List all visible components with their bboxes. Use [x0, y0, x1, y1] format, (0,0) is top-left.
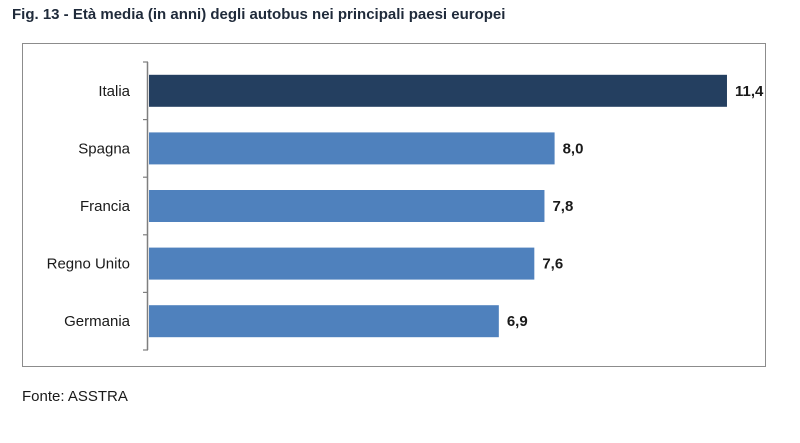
figure-title: Fig. 13 - Età media (in anni) degli auto…	[12, 6, 506, 23]
category-label-spagna: Spagna	[78, 140, 130, 157]
value-label-germania: 6,9	[507, 313, 528, 330]
value-label-regno-unito: 7,6	[542, 256, 563, 273]
category-label-italia: Italia	[98, 83, 130, 100]
bars-layer: Italia 11,4 Spagna 8,0 Francia 7,8 Regno Unito…	[47, 61, 764, 351]
category-label-regno-unito: Regno Unito	[47, 256, 130, 273]
value-label-spagna: 8,0	[563, 140, 584, 157]
category-label-francia: Francia	[80, 198, 131, 215]
category-label-germania: Germania	[64, 313, 131, 330]
value-label-italia: 11,4	[735, 83, 764, 100]
source-note: Fonte: ASSTRA	[22, 388, 128, 405]
bar-regno-unito	[149, 247, 535, 280]
bar-chart: Italia 11,4 Spagna 8,0 Francia 7,8 Regno Unito…	[47, 61, 764, 351]
bar-francia	[149, 190, 545, 222]
value-label-francia: 7,8	[552, 198, 573, 215]
bar-germania	[149, 305, 499, 338]
chart-frame: Italia 11,4 Spagna 8,0 Francia 7,8 Regno Unito…	[22, 43, 766, 367]
bar-italia	[149, 74, 727, 107]
bar-spagna	[149, 132, 555, 165]
